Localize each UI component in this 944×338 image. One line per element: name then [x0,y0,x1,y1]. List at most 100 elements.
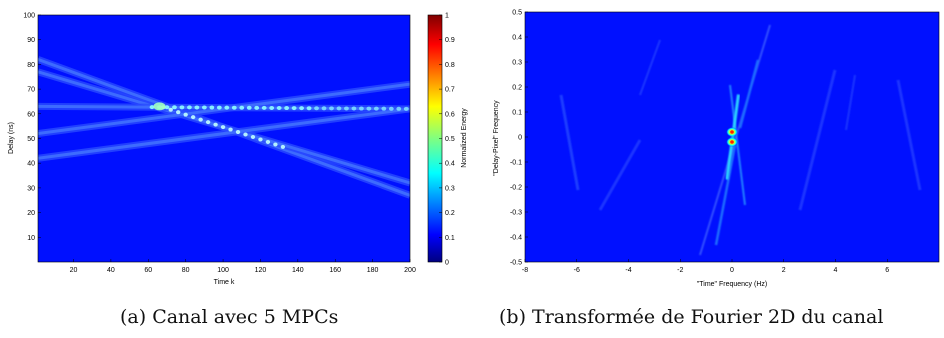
x-tick-label: 20 [70,267,78,274]
chart-b-x-ticks: -8 -6 -4 -2 0 2 4 6 [522,259,889,274]
colorbar-label: Normalized Energy [461,108,468,168]
hotspot [153,102,166,111]
colorbar-tick-label: 0.4 [445,161,455,168]
y-tick-label: 60 [27,111,35,118]
dot [336,106,342,111]
y-tick-label: 40 [27,161,35,168]
dot [246,105,252,110]
colorbar-tick-label: 0.2 [445,210,455,217]
dot [235,130,241,135]
colorbar-tick-label: 0.6 [445,111,455,118]
y-tick-label: 30 [27,185,35,192]
chart-b-2d-fourier: -8 -6 -4 -2 0 2 4 6 -0.5 -0.4 -0.3 -0.2 -0.1 0 0.1 0.2… [493,10,940,288]
y-tick-label: 0.5 [512,10,522,17]
dot [176,110,181,115]
x-tick-label: 4 [834,267,838,274]
y-tick-label: 0.1 [512,110,522,117]
y-tick-label: 20 [27,210,35,217]
y-tick-label: 50 [27,136,35,143]
chart-b-ylabel: "Delay-Pixel" Frequency [493,100,500,176]
x-tick-label: 6 [885,267,889,274]
dot [258,137,263,142]
dot [329,106,334,111]
dot [239,105,245,110]
dot [168,107,173,112]
dot [351,106,357,111]
colorbar-tick-label: 0.8 [445,62,455,69]
dot [201,105,207,110]
dot [213,122,218,127]
dot [366,106,372,111]
dot [220,125,226,130]
colorbar-ticks: 0 0.1 0.2 0.3 0.4 0.5 0.6 0.7 0.8 0.9 1 [439,13,455,267]
y-tick-label: 0.4 [512,35,522,42]
y-tick-label: 70 [27,87,35,94]
x-tick-label: 140 [292,267,304,274]
dot [321,106,327,111]
y-tick-label: -0.5 [510,260,522,267]
chart-a-mpc-delay: 20 40 60 80 100 120 140 160 180 200 1020304050607… [8,13,468,287]
x-tick-label: -2 [677,267,683,274]
dot [243,132,248,137]
dot [205,120,211,125]
dot [209,105,215,110]
y-tick-label: 0.2 [512,85,522,92]
y-tick-label: -0.4 [510,235,522,242]
x-tick-label: -6 [574,267,580,274]
y-tick-label: 10 [27,235,35,242]
dot [187,105,192,110]
dot [231,105,237,110]
chart-a-ylabel: Delay (ns) [8,122,15,154]
x-tick-label: 60 [144,267,152,274]
dot [284,106,290,111]
y-tick-label: -0.2 [510,185,522,192]
chart-b-y-ticks: -0.5 -0.4 -0.3 -0.2 -0.1 0 0.1 0.2 0.3 0.4 0.5 [510,10,528,267]
y-tick-label: -0.1 [510,160,522,167]
dot [269,105,275,110]
colorbar-tick-label: 0.5 [445,136,455,143]
dot [164,105,170,110]
x-tick-label: 120 [255,267,267,274]
x-tick-label: 180 [367,267,379,274]
x-tick-label: 40 [107,267,115,274]
dot [388,106,394,111]
dot [403,106,409,111]
x-tick-label: 80 [182,267,190,274]
dot [381,106,387,111]
dot [276,105,282,110]
dot [358,106,364,111]
dot [344,106,349,111]
dot [273,142,278,147]
path-5 [38,107,410,160]
colorbar-tick-label: 1 [445,13,449,20]
dot [250,135,256,140]
dot [216,105,222,110]
dot [190,115,196,120]
path-4 [38,82,410,136]
y-tick-label: 100 [23,13,35,20]
x-tick-label: -4 [625,267,631,274]
chart-a-plot-area [38,15,410,262]
dot [149,105,155,110]
x-tick-label: 100 [217,267,229,274]
dot [299,106,304,111]
figure: 20 40 60 80 100 120 140 160 180 200 1020304050607… [8,10,940,288]
x-tick-label: -8 [522,267,528,274]
chart-a-intersection-dots [149,102,409,149]
y-tick-label: -0.3 [510,210,522,217]
caption-a: (a) Canal avec 5 MPCs [120,306,339,328]
dot [396,106,402,111]
dot [261,105,267,110]
dot [228,127,233,132]
y-tick-label: 0.3 [512,60,522,67]
dot [224,105,230,110]
dot [172,105,177,110]
dot [194,105,200,110]
chart-b-peaks [725,94,740,180]
dot [265,139,271,144]
x-tick-label: 200 [404,267,416,274]
dot [183,112,188,117]
y-tick-label: 90 [27,37,35,44]
x-tick-label: 2 [782,267,786,274]
dot [179,105,185,110]
